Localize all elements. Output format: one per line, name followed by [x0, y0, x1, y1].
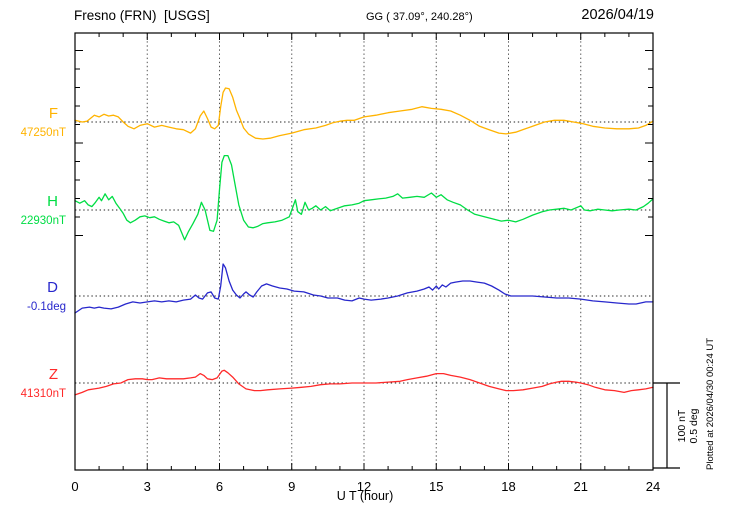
trace-F — [74, 87, 654, 140]
trace-D — [74, 263, 654, 314]
x-axis-label: U T (hour) — [336, 489, 394, 503]
trace-H — [74, 154, 654, 241]
series-label-F: F — [49, 105, 58, 122]
x-tick-label-0: 0 — [71, 479, 78, 494]
series-baseline-value-D: -0.1deg — [27, 301, 66, 313]
x-tick-label-15: 15 — [429, 479, 443, 494]
scale-bar-nt-label: 100 nT — [676, 409, 688, 443]
geo-coordinates: GG ( 37.09°, 240.28°) — [366, 11, 473, 23]
x-tick-label-24: 24 — [646, 479, 660, 494]
scale-bar-label: 100 nT 0.5 deg — [676, 390, 700, 462]
x-tick-label-9: 9 — [288, 479, 295, 494]
x-tick-label-21: 21 — [574, 479, 588, 494]
series-baseline-value-F: 47250nT — [21, 127, 66, 139]
x-tick-label-12: 12 — [357, 479, 371, 494]
series-label-Z: Z — [49, 366, 58, 383]
plotted-timestamp-note: Plotted at 2026/04/30 00:24 UT — [705, 337, 716, 470]
x-tick-label-18: 18 — [501, 479, 515, 494]
station-title: Fresno (FRN) [USGS] — [74, 8, 210, 23]
series-baseline-value-H: 22930nT — [21, 215, 66, 227]
series-label-D: D — [47, 279, 58, 296]
scale-bar-deg-label: 0.5 deg — [688, 408, 700, 444]
trace-Z — [74, 369, 654, 396]
x-tick-label-3: 3 — [144, 479, 151, 494]
x-tick-label-6: 6 — [216, 479, 223, 494]
series-baseline-value-Z: 41310nT — [21, 388, 66, 400]
series-label-H: H — [47, 193, 58, 210]
plot-date: 2026/04/19 — [581, 7, 654, 23]
